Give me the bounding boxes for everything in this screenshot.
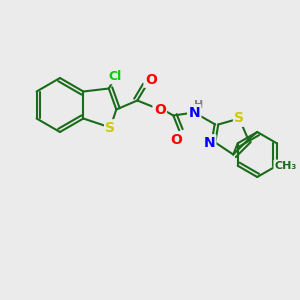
Text: CH₃: CH₃ (274, 161, 297, 171)
Text: O: O (145, 73, 157, 86)
Text: S: S (105, 121, 115, 134)
Text: S: S (234, 112, 244, 125)
Text: N: N (188, 106, 200, 119)
Text: H: H (194, 100, 203, 110)
Text: N: N (203, 136, 215, 149)
Text: O: O (170, 133, 182, 146)
Text: Cl: Cl (108, 70, 122, 83)
Text: O: O (154, 103, 166, 116)
